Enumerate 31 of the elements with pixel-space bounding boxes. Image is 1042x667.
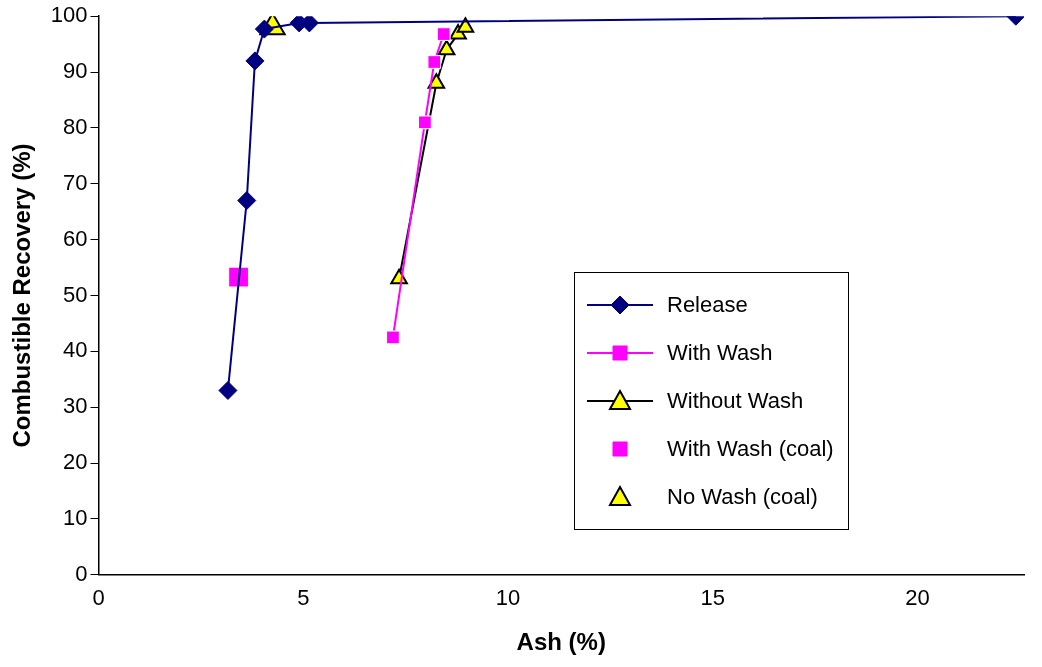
legend-label: No Wash (coal) bbox=[667, 483, 818, 510]
legend-label: With Wash bbox=[667, 339, 773, 366]
y-tick-label: 0 bbox=[75, 560, 88, 586]
legend-label: Release bbox=[667, 291, 748, 318]
point bbox=[254, 19, 274, 39]
legend-label: With Wash (coal) bbox=[667, 435, 834, 462]
y-tick-label: 60 bbox=[63, 225, 88, 251]
x-tick-label: 5 bbox=[297, 585, 310, 611]
x-tick-label: 20 bbox=[905, 585, 930, 611]
y-tick-label: 50 bbox=[63, 281, 88, 307]
y-axis-title: Combustible Recovery (%) bbox=[8, 143, 36, 448]
x-tick-label: 10 bbox=[495, 585, 521, 611]
y-tick-label: 20 bbox=[63, 449, 88, 475]
point bbox=[386, 330, 400, 345]
point bbox=[237, 191, 257, 211]
x-tick-label: 0 bbox=[92, 585, 105, 611]
point bbox=[245, 51, 265, 71]
x-tick-label: 15 bbox=[700, 585, 726, 611]
y-tick-label: 30 bbox=[63, 393, 88, 419]
point bbox=[436, 27, 451, 41]
y-tick-label: 100 bbox=[50, 2, 88, 28]
y-tick-label: 70 bbox=[63, 169, 88, 195]
point bbox=[218, 380, 238, 400]
y-tick-label: 10 bbox=[63, 505, 88, 530]
point bbox=[418, 115, 432, 130]
x-axis-title: Ash (%) bbox=[516, 628, 606, 656]
y-tick-label: 80 bbox=[63, 113, 88, 139]
y-tick-label: 40 bbox=[63, 337, 88, 363]
point bbox=[427, 55, 442, 69]
legend-label: Without Wash bbox=[667, 387, 804, 414]
y-tick-label: 90 bbox=[63, 58, 88, 84]
